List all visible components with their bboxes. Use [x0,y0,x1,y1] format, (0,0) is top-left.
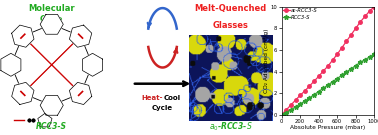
RCC3-S [321,87,325,89]
a₀-RCC3-S [358,21,363,23]
RCC3-S [298,103,302,105]
RCC3-S [325,84,330,86]
RCC3-S [358,62,363,63]
Line: RCC3-S: RCC3-S [279,52,376,117]
Polygon shape [70,82,92,104]
RCC3-S [312,94,316,96]
a₀-RCC3-S [302,90,307,92]
a₀-RCC3-S [289,104,293,106]
a₀-RCC3-S [372,6,376,8]
RCC3-S [363,59,367,60]
RCC3-S [279,114,284,116]
X-axis label: Absolute Pressure (mbar): Absolute Pressure (mbar) [290,125,366,130]
Polygon shape [70,25,92,47]
a₀-RCC3-S [293,99,298,101]
a₀-RCC3-S [312,80,316,82]
RCC3-S [293,106,298,108]
Line: a₀-RCC3-S: a₀-RCC3-S [280,5,376,117]
RCC3-S [335,78,339,79]
a₀-RCC3-S [298,94,302,96]
RCC3-S [339,75,344,76]
Text: $a_0$-RCC3-$S$: $a_0$-RCC3-$S$ [209,121,253,133]
RCC3-S [353,65,358,66]
Polygon shape [82,53,102,76]
a₀-RCC3-S [335,53,339,55]
a₀-RCC3-S [353,28,358,29]
Polygon shape [40,95,63,115]
RCC3-S [284,112,288,113]
a₀-RCC3-S [321,70,325,72]
Text: Cage: Cage [40,15,64,24]
a₀-RCC3-S [330,59,335,61]
a₀-RCC3-S [363,16,367,17]
Text: Glasses: Glasses [213,21,248,30]
Text: Cool: Cool [164,94,181,100]
RCC3-S [330,81,335,83]
a₀-RCC3-S [325,65,330,67]
RCC3-S [307,97,311,99]
RCC3-S [344,71,349,73]
RCC3-S [302,100,307,102]
a₀-RCC3-S [307,85,311,87]
Polygon shape [40,14,63,34]
a₀-RCC3-S [316,76,321,77]
Polygon shape [12,82,34,104]
a₀-RCC3-S [349,34,353,36]
Text: Melt-Quenched: Melt-Quenched [194,4,267,13]
a₀-RCC3-S [279,114,284,116]
Text: Molecular: Molecular [28,4,75,13]
Polygon shape [1,53,21,76]
RCC3-S [289,109,293,111]
Polygon shape [12,25,34,47]
Text: Heat-: Heat- [141,94,163,100]
a₀-RCC3-S [367,10,372,12]
RCC3-S [372,53,376,55]
RCC3-S [316,91,321,92]
a₀-RCC3-S [344,40,349,42]
Y-axis label: CO₂ Adsorbed (cm³/g): CO₂ Adsorbed (cm³/g) [263,28,269,93]
a₀-RCC3-S [284,109,288,111]
Text: RCC3-S: RCC3-S [36,122,67,131]
RCC3-S [367,56,372,58]
RCC3-S [349,68,353,70]
Text: Cycle: Cycle [152,105,173,111]
a₀-RCC3-S [339,47,344,49]
Legend: a₀-RCC3-S, RCC3-S: a₀-RCC3-S, RCC3-S [283,8,318,20]
